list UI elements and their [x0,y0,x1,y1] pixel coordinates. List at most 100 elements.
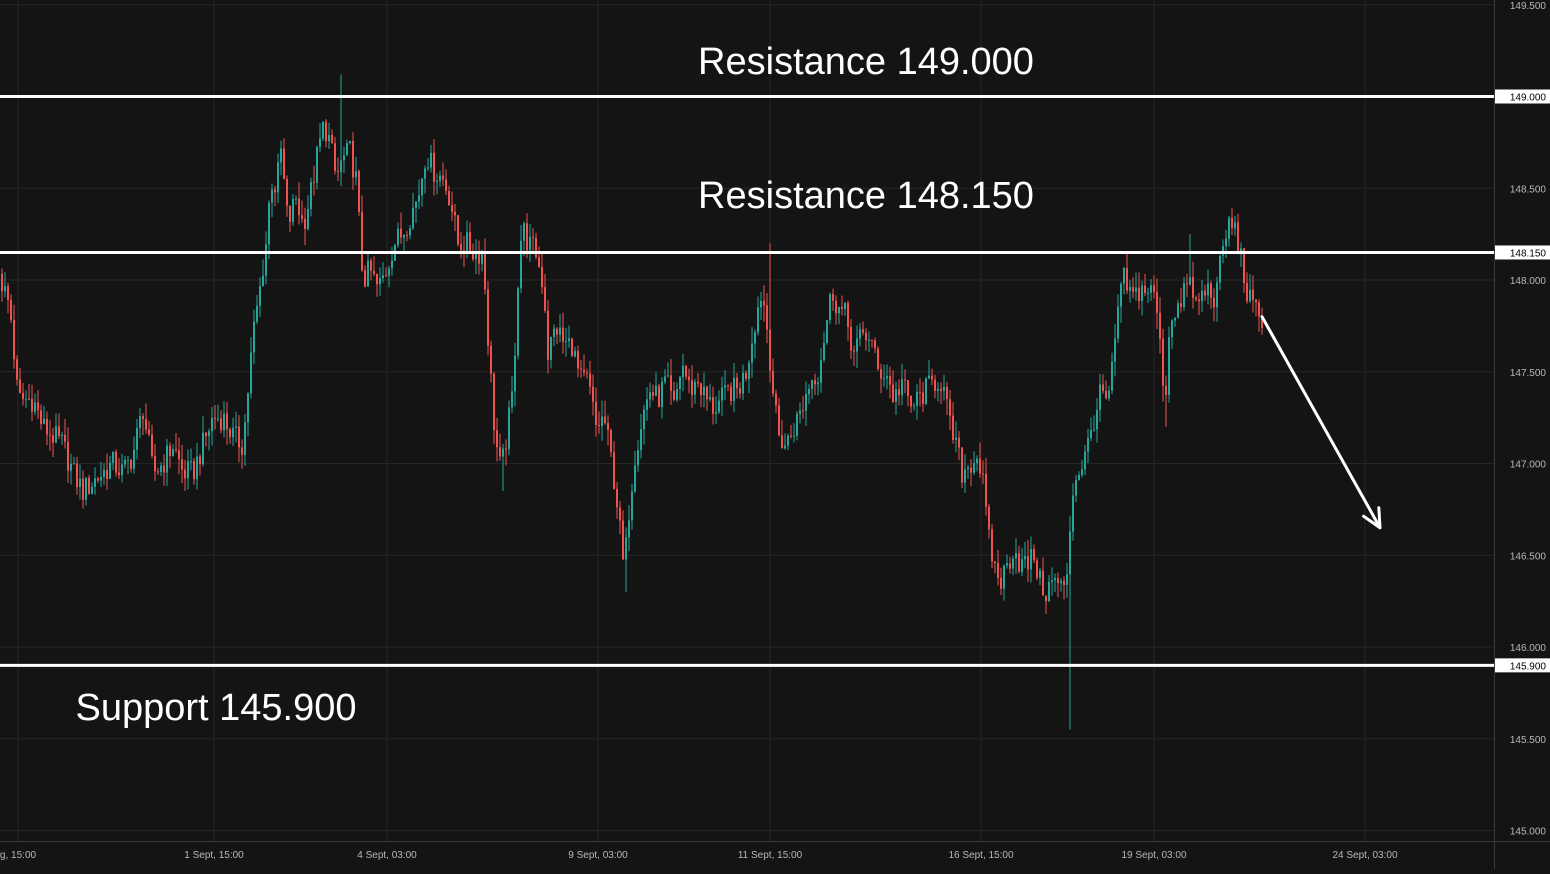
candle-down [115,451,117,473]
candle-down [772,370,774,394]
candle-up [760,300,762,308]
candle-up [1114,338,1116,362]
candle-down [700,383,702,396]
candle-down [352,140,354,178]
candle-down [745,372,747,379]
candle-down [331,134,333,144]
candle-up [295,198,297,200]
candle-down [892,384,894,402]
candle-up [634,465,636,492]
candle-up [838,306,840,314]
candle-down [274,189,276,193]
candle-down [697,381,699,384]
candle-up [103,469,105,477]
candle-down [979,458,981,474]
candle-down [814,380,816,385]
candle-down [373,270,375,275]
candle-up [310,181,312,210]
candle-up [1135,287,1137,292]
candle-down [877,348,879,370]
candle-up [553,328,555,337]
candle-down [958,437,960,448]
candle-down [337,170,339,172]
candle-down [961,447,963,483]
candle-down [1144,285,1146,294]
candle-up [355,170,357,178]
resistance-2-tag: 148.150 [1510,248,1547,259]
candle-down [562,327,564,342]
price-tick-label: 147.500 [1510,368,1547,379]
candle-up [1189,277,1191,285]
candle-down [604,416,606,424]
candle-down [1036,560,1038,578]
candle-down [874,340,876,349]
candle-down [184,469,186,479]
candle-down [325,121,327,142]
candle-up [292,199,294,222]
candle-up [196,456,198,480]
candle-down [1261,316,1263,328]
candle-up [1015,553,1017,559]
candle-down [40,410,42,424]
candle-down [214,417,216,419]
time-tick-label: 16 Sept, 15:00 [948,850,1013,861]
candle-up [1174,317,1176,321]
candle-down [64,434,66,442]
candle-down [478,251,480,264]
candle-down [199,456,201,465]
candle-down [1063,580,1065,585]
candle-up [751,343,753,363]
candle-up [1219,255,1221,283]
candle-up [1147,292,1149,294]
candle-down [934,379,936,391]
candle-down [907,380,909,396]
support-145900-label: Support 145.900 [75,687,356,729]
candle-up [742,372,744,394]
time-axis[interactable]: g, 15:00 1 Sept, 15:00 4 Sept, 03:00 9 Sept… [0,850,1398,861]
candle-down [1195,297,1197,300]
candle-down [685,365,687,377]
candle-up [139,416,141,429]
candle-up [475,251,477,260]
candle-down [145,419,147,430]
candle-down [10,299,12,321]
candle-down [67,441,69,471]
candle-down [778,405,780,436]
candle-down [31,398,33,412]
candle-down [781,435,783,449]
price-tick-label: 145.500 [1510,735,1547,746]
candle-up [109,462,111,479]
candle-down [1210,283,1212,298]
candle-up [1069,531,1071,575]
candle-down [853,350,855,352]
candle-down [1105,390,1107,399]
candle-down [175,449,177,451]
candle-up [754,332,756,344]
candle-up [133,449,135,469]
candle-up [559,327,561,335]
candle-down [283,148,285,179]
candle-down [616,488,618,508]
candle-up [391,260,393,269]
candle-up [412,207,414,229]
candle-down [1231,217,1233,229]
candle-down [544,287,546,311]
candle-up [1201,290,1203,302]
candle-down [13,320,15,360]
candle-up [367,260,369,287]
candle-down [229,429,231,438]
candle-up [655,385,657,396]
candle-down [1252,289,1254,300]
candle-down [571,338,573,357]
candle-down [1192,277,1194,298]
candle-down [364,270,366,287]
candle-down [922,392,924,404]
candle-up [307,209,309,229]
candle-up [928,375,930,379]
price-axis[interactable]: 145.000 145.500 146.000 146.500 147.000 147.5… [1510,1,1547,838]
candle-up [136,428,138,450]
candle-down [118,472,120,476]
